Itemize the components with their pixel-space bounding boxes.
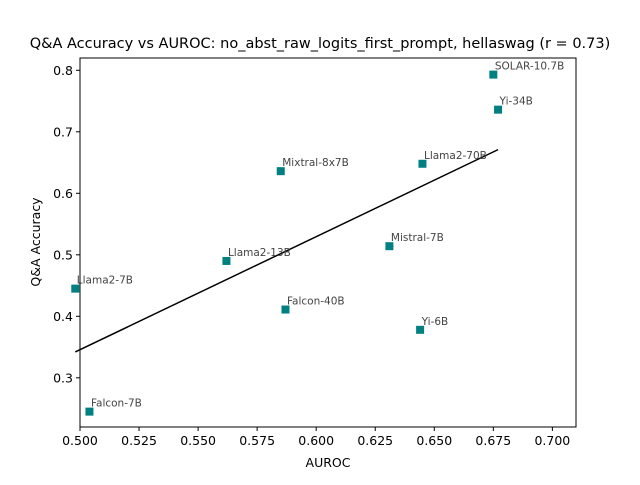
- chart-title: Q&A Accuracy vs AUROC: no_abst_raw_logit…: [30, 36, 611, 52]
- y-tick-label: 0.8: [53, 63, 73, 78]
- data-point-label: Falcon-7B: [91, 398, 142, 410]
- x-tick-label: 0.675: [475, 433, 511, 448]
- y-tick-label: 0.6: [53, 186, 73, 201]
- data-point-label: Llama2-13B: [228, 247, 291, 259]
- x-tick-label: 0.500: [62, 433, 98, 448]
- data-point: [281, 305, 290, 314]
- data-point: [489, 70, 498, 79]
- x-axis-label: AUROC: [306, 455, 351, 470]
- data-point: [71, 284, 80, 293]
- regression-line: [74, 148, 499, 353]
- data-point-label: Mistral-7B: [391, 232, 444, 244]
- data-point-label: Yi-6B: [421, 316, 449, 328]
- y-axis-label: Q&A Accuracy: [28, 197, 43, 287]
- data-point-label: Falcon-40B: [287, 296, 345, 308]
- data-point: [385, 242, 394, 251]
- y-tick-label: 0.3: [53, 370, 73, 385]
- data-point: [85, 407, 94, 416]
- data-point-label: Llama2-7B: [77, 275, 133, 287]
- data-point-label: SOLAR-10.7B: [495, 61, 564, 73]
- plot-frame: [79, 57, 577, 428]
- x-tick-label: 0.600: [298, 433, 334, 448]
- x-tick-label: 0.525: [121, 433, 157, 448]
- x-tick-label: 0.700: [534, 433, 570, 448]
- data-point: [494, 105, 503, 114]
- y-tick-label: 0.7: [53, 124, 73, 139]
- x-tick-label: 0.625: [357, 433, 393, 448]
- y-tick-label: 0.4: [53, 309, 73, 324]
- data-point-label: Mixtral-8x7B: [282, 157, 349, 169]
- data-point-label: Llama2-70B: [424, 150, 487, 162]
- y-tick-label: 0.5: [53, 247, 73, 262]
- data-point-label: Yi-34B: [499, 96, 533, 108]
- x-tick-label: 0.575: [239, 433, 275, 448]
- x-tick-label: 0.550: [180, 433, 216, 448]
- data-point: [222, 256, 231, 265]
- x-tick-label: 0.650: [416, 433, 452, 448]
- data-point: [418, 159, 427, 168]
- data-point: [276, 167, 285, 176]
- data-point: [416, 325, 425, 334]
